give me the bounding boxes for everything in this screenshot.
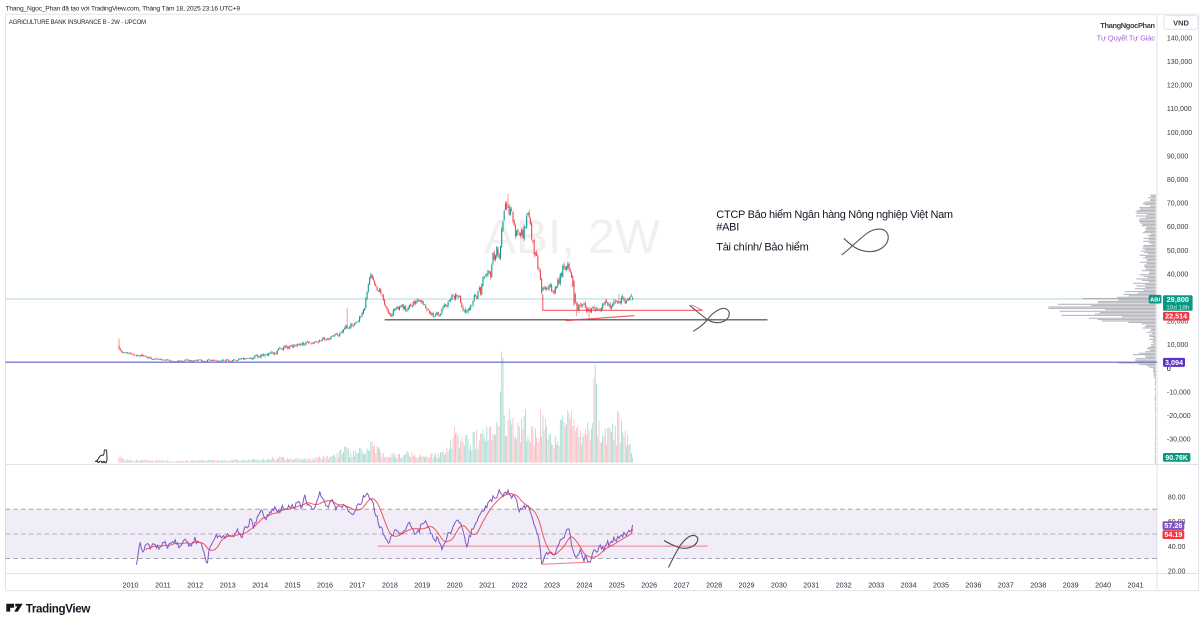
svg-text:2021: 2021 (479, 580, 495, 589)
svg-text:2018: 2018 (382, 580, 398, 589)
svg-text:2038: 2038 (1030, 580, 1046, 589)
svg-text:22,514: 22,514 (1165, 312, 1187, 321)
svg-text:2015: 2015 (285, 580, 301, 589)
svg-text:10d 18h: 10d 18h (1166, 304, 1190, 311)
svg-text:2035: 2035 (933, 580, 949, 589)
svg-text:-30,000: -30,000 (1167, 437, 1191, 444)
svg-text:2025: 2025 (609, 580, 625, 589)
svg-text:80,000: 80,000 (1167, 177, 1189, 184)
svg-text:54.19: 54.19 (1164, 530, 1182, 539)
svg-text:2028: 2028 (706, 580, 722, 589)
svg-text:3,094: 3,094 (1165, 358, 1183, 367)
svg-text:2032: 2032 (836, 580, 852, 589)
svg-text:0: 0 (1167, 366, 1171, 373)
svg-text:2010: 2010 (123, 580, 139, 589)
svg-text:2036: 2036 (965, 580, 981, 589)
svg-text:AGRICULTURE BANK INSURANCE B -: AGRICULTURE BANK INSURANCE B - 2W - UPCO… (9, 20, 146, 26)
svg-text:80.00: 80.00 (1168, 494, 1186, 501)
svg-text:140,000: 140,000 (1167, 35, 1192, 42)
svg-text:TradingView: TradingView (26, 602, 92, 615)
svg-text:ThangNgocPhan: ThangNgocPhan (1100, 21, 1155, 30)
svg-text:2034: 2034 (901, 580, 917, 589)
svg-text:2016: 2016 (317, 580, 333, 589)
svg-text:Tự Quyết Tự Giác: Tự Quyết Tự Giác (1097, 33, 1156, 42)
svg-text:2017: 2017 (349, 580, 365, 589)
svg-text:2024: 2024 (576, 580, 592, 589)
svg-text:2027: 2027 (674, 580, 690, 589)
svg-text:57.26: 57.26 (1164, 521, 1182, 530)
svg-text:2039: 2039 (1063, 580, 1079, 589)
svg-text:2026: 2026 (641, 580, 657, 589)
svg-text:60,000: 60,000 (1167, 224, 1189, 231)
svg-text:ABI, 2W: ABI, 2W (484, 211, 661, 264)
svg-text:2013: 2013 (220, 580, 236, 589)
svg-text:2031: 2031 (803, 580, 819, 589)
svg-text:2014: 2014 (252, 580, 268, 589)
svg-text:2023: 2023 (544, 580, 560, 589)
svg-text:70,000: 70,000 (1167, 201, 1189, 208)
svg-text:-10,000: -10,000 (1167, 389, 1191, 396)
svg-text:40.00: 40.00 (1168, 544, 1186, 551)
svg-text:29,800: 29,800 (1167, 295, 1189, 304)
svg-text:2012: 2012 (187, 580, 203, 589)
svg-text:110,000: 110,000 (1167, 106, 1192, 113)
svg-text:2030: 2030 (771, 580, 787, 589)
svg-text:2041: 2041 (1128, 580, 1144, 589)
svg-text:2020: 2020 (447, 580, 463, 589)
svg-text:ABI: ABI (1150, 298, 1160, 304)
svg-text:#ABI: #ABI (716, 222, 739, 234)
svg-text:VND: VND (1173, 18, 1189, 27)
svg-text:2011: 2011 (155, 580, 170, 589)
svg-text:Thang_Ngoc_Phan đã tạo với Tra: Thang_Ngoc_Phan đã tạo với TradingView.c… (6, 5, 241, 12)
svg-text:20,000: 20,000 (1167, 319, 1189, 326)
svg-text:2019: 2019 (414, 580, 430, 589)
svg-text:10,000: 10,000 (1167, 342, 1189, 349)
svg-text:CTCP Bảo hiểm Ngân hàng Nông n: CTCP Bảo hiểm Ngân hàng Nông nghiệp Việt… (716, 209, 953, 221)
svg-text:2022: 2022 (512, 580, 528, 589)
svg-text:20.00: 20.00 (1168, 569, 1186, 576)
svg-text:-20,000: -20,000 (1167, 413, 1191, 420)
svg-text:120,000: 120,000 (1167, 83, 1192, 90)
svg-text:Tài chính/ Bảo hiểm: Tài chính/ Bảo hiểm (716, 242, 808, 254)
svg-text:130,000: 130,000 (1167, 59, 1192, 66)
svg-text:2037: 2037 (998, 580, 1014, 589)
svg-text:2033: 2033 (868, 580, 884, 589)
svg-text:0: 0 (1167, 366, 1171, 373)
svg-text:40,000: 40,000 (1167, 271, 1189, 278)
svg-text:90.76K: 90.76K (1165, 455, 1188, 462)
svg-text:90,000: 90,000 (1167, 153, 1189, 160)
svg-text:2040: 2040 (1095, 580, 1111, 589)
svg-text:2029: 2029 (739, 580, 755, 589)
svg-text:50,000: 50,000 (1167, 248, 1189, 255)
svg-text:100,000: 100,000 (1167, 130, 1192, 137)
